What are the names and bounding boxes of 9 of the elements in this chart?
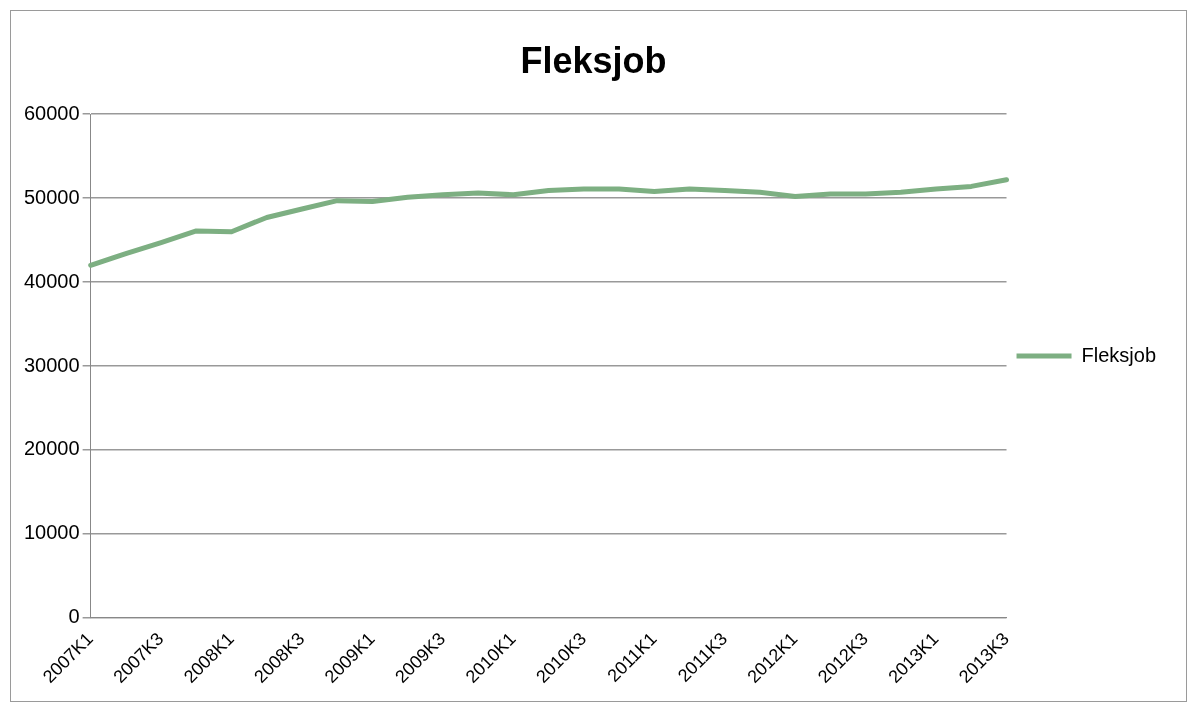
y-tick-label: 60000 bbox=[23, 101, 80, 124]
y-tick-label: 50000 bbox=[23, 185, 80, 208]
y-tick-label: 10000 bbox=[23, 521, 80, 544]
y-tick-label: 40000 bbox=[23, 269, 80, 292]
y-tick-label: 0 bbox=[68, 605, 80, 628]
legend-label: Fleksjob bbox=[1081, 343, 1157, 366]
chart-title: Fleksjob bbox=[520, 39, 667, 81]
y-tick-label: 30000 bbox=[23, 353, 80, 376]
y-tick-label: 20000 bbox=[23, 437, 80, 460]
